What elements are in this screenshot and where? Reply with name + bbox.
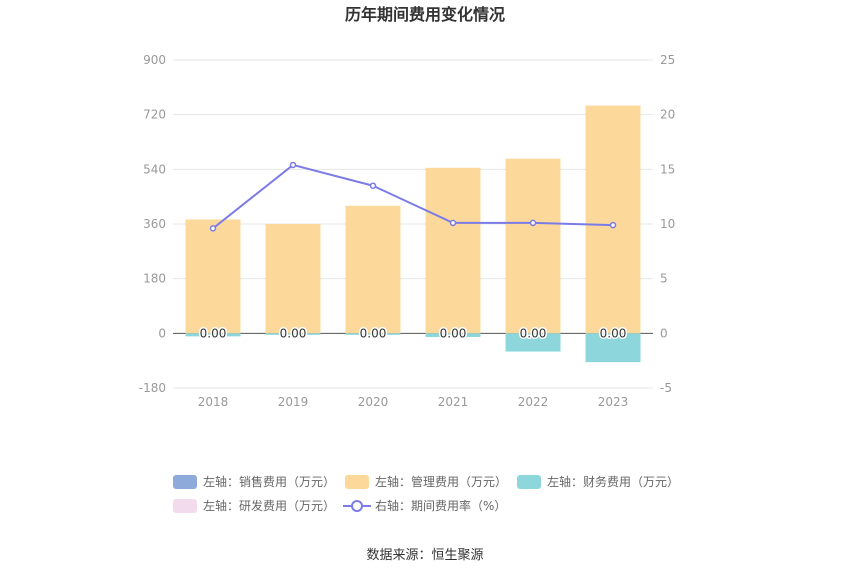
y-left-tick-label: 720 — [143, 108, 166, 122]
rate-line — [212, 163, 614, 230]
legend-item[interactable]: 右轴：期间费用率（%） — [343, 498, 506, 513]
legend-item[interactable]: 左轴：销售费用（万元） — [173, 474, 335, 489]
legend-swatch — [345, 475, 369, 489]
legend-swatch — [517, 475, 541, 489]
y-right-tick-label: 25 — [660, 53, 675, 67]
y-left-tick-label: -180 — [139, 381, 166, 395]
bar — [265, 333, 321, 335]
y-right-tick-label: 15 — [660, 162, 675, 176]
legend-item[interactable]: 左轴：财务费用（万元） — [517, 474, 679, 489]
legend-item[interactable]: 左轴：研发费用（万元） — [173, 498, 335, 513]
bar — [185, 219, 241, 334]
bar — [265, 224, 321, 334]
x-tick-label: 2023 — [598, 395, 629, 409]
bar — [345, 205, 401, 334]
bar — [345, 333, 401, 335]
bar — [425, 167, 481, 334]
y-right-tick-label: 10 — [660, 217, 675, 231]
legend: 左轴：销售费用（万元） 左轴：管理费用（万元） 左轴：财务费用（万元） 左轴：研发费用… — [173, 474, 679, 513]
x-tick-label: 2019 — [278, 395, 309, 409]
y-left-tick-label: 540 — [143, 162, 166, 176]
legend-marker — [351, 500, 363, 512]
legend-label: 左轴：研发费用（万元） — [203, 498, 335, 513]
data-label: 0.00 — [440, 326, 467, 340]
x-tick-label: 2018 — [198, 395, 229, 409]
rate-point — [209, 225, 217, 232]
bar — [585, 105, 641, 334]
y-axis-left: 900 720 540 360 180 0 -180 — [139, 53, 166, 395]
legend-swatch — [173, 499, 197, 513]
y-left-tick-label: 180 — [143, 272, 166, 286]
bar — [505, 158, 561, 334]
rate-line-series — [209, 161, 617, 232]
data-label: 0.00 — [360, 326, 387, 340]
data-label: 0.00 — [520, 326, 547, 340]
y-axis-right: 25 20 15 10 5 0 -5 — [660, 53, 675, 395]
y-right-tick-label: 5 — [660, 272, 668, 286]
data-label: 0.00 — [280, 326, 307, 340]
y-left-tick-label: 900 — [143, 53, 166, 67]
legend-swatch — [173, 475, 197, 489]
y-right-tick-label: 0 — [660, 326, 668, 340]
y-left-tick-label: 360 — [143, 217, 166, 231]
bar — [505, 333, 561, 352]
legend-label: 左轴：管理费用（万元） — [375, 474, 507, 489]
legend-label: 左轴：销售费用（万元） — [203, 474, 335, 489]
data-labels: 0.00 0.00 0.00 0.00 0.00 0.00 — [198, 325, 628, 342]
bar — [585, 333, 641, 363]
data-label: 0.00 — [600, 326, 627, 340]
bar — [425, 333, 481, 337]
rate-point — [609, 221, 617, 229]
rate-point — [369, 182, 377, 189]
y-left-tick-label: 0 — [158, 326, 166, 340]
y-right-tick-label: -5 — [660, 381, 672, 395]
rate-point — [449, 219, 457, 227]
x-tick-label: 2021 — [438, 395, 469, 409]
rate-point — [529, 219, 537, 227]
chart-title: 历年期间费用变化情况 — [345, 5, 505, 24]
grid-lines — [173, 59, 653, 389]
source-note: 数据来源：恒生聚源 — [366, 548, 483, 563]
legend-item[interactable]: 左轴：管理费用（万元） — [345, 474, 507, 489]
bar-series — [185, 105, 641, 363]
y-right-tick-label: 20 — [660, 108, 675, 122]
rate-point — [289, 161, 297, 169]
legend-label: 左轴：财务费用（万元） — [547, 474, 679, 489]
legend-label: 右轴：期间费用率（%） — [375, 498, 506, 513]
bar — [185, 333, 241, 337]
x-tick-label: 2020 — [358, 395, 389, 409]
x-tick-label: 2022 — [518, 395, 549, 409]
data-label: 0.00 — [200, 326, 227, 340]
x-axis: 2018 2019 2020 2021 2022 2023 — [198, 395, 629, 409]
